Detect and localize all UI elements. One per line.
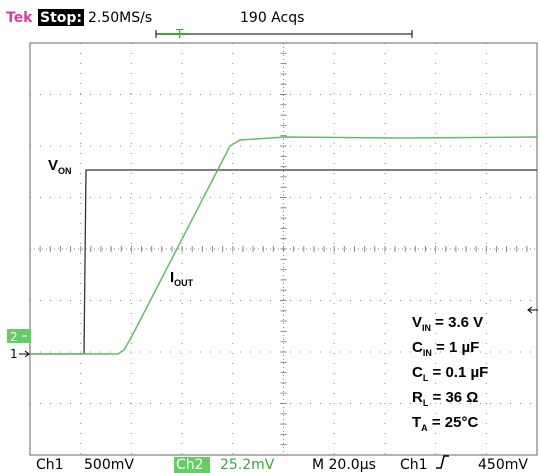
state-box (38, 9, 84, 26)
condition-sub: A (421, 423, 428, 433)
condition-symbol: V (412, 314, 422, 331)
ch2-trace (30, 136, 538, 355)
iout-label: IOUT (170, 269, 194, 288)
condition-value: = 1 µF (432, 339, 479, 356)
condition-sub: L (423, 398, 429, 408)
sample-rate: 2.50MS/s (88, 10, 152, 26)
label-sub: OUT (174, 278, 194, 288)
condition-value: = 0.1 µF (428, 364, 488, 381)
trigger-slope (436, 455, 449, 469)
ch1-marker: 1 (10, 347, 18, 361)
brand: Tek (6, 10, 33, 26)
condition-symbol: R (412, 389, 423, 406)
graticule (29, 42, 538, 456)
condition-symbol: T (412, 414, 421, 431)
ch1-arrow (19, 350, 30, 358)
condition-symbol: C (412, 364, 423, 381)
condition: RL = 36 Ω (412, 389, 478, 408)
trigger-level: 450mV (478, 457, 528, 473)
timebase: M 20.0µs (312, 457, 376, 473)
label-main: V (48, 157, 58, 174)
label-main: I (170, 269, 174, 286)
condition-value: = 36 Ω (428, 389, 478, 406)
condition-value: = 3.6 V (431, 314, 483, 331)
condition-symbol: C (412, 339, 423, 356)
graticule-frame (29, 42, 538, 456)
run-state: Stop: (40, 10, 82, 26)
ch1-name: Ch1 (36, 457, 64, 473)
ch2-box (174, 457, 210, 473)
ch2-marker: 2 (10, 330, 18, 344)
condition-sub: IN (422, 323, 431, 333)
ch1-scale: 500mV (84, 457, 134, 473)
record-bar (155, 30, 413, 38)
condition-value: = 25°C (428, 414, 479, 431)
label-sub: ON (58, 166, 72, 176)
ch2-marker-box (7, 329, 31, 343)
condition: CIN = 1 µF (412, 339, 479, 358)
condition-sub: L (423, 373, 429, 383)
trigger-source: Ch1 (400, 457, 428, 473)
acquisitions: 190 Acqs (240, 10, 304, 26)
trigger-level-arrow (527, 306, 538, 314)
condition: TA = 25°C (412, 414, 478, 433)
condition: VIN = 3.6 V (412, 314, 483, 333)
condition-sub: IN (423, 348, 432, 358)
ch2-scale: 25.2mV (220, 457, 275, 473)
condition: CL = 0.1 µF (412, 364, 488, 383)
von-label: VON (48, 157, 72, 176)
ch2-name: Ch2 (176, 457, 204, 473)
